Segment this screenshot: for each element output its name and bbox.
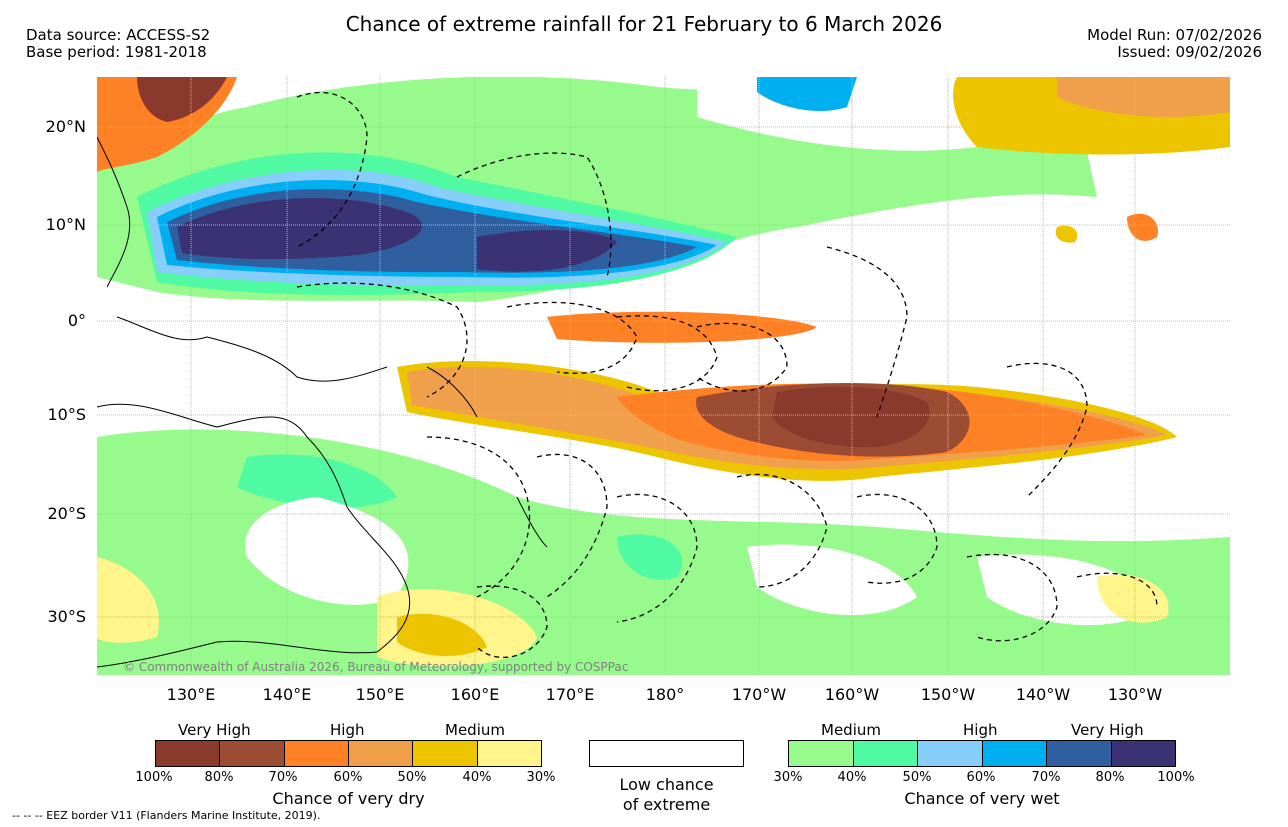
wet-swatch-80-100 bbox=[1111, 741, 1175, 766]
wet-tick: 100% bbox=[1157, 770, 1195, 785]
dry-tick: 80% bbox=[204, 770, 234, 785]
wet-tick: 30% bbox=[773, 770, 803, 785]
lat-label-30s: 30°S bbox=[47, 607, 86, 626]
lon-label-160w: 160°W bbox=[824, 685, 880, 704]
dry-tick: 30% bbox=[526, 770, 556, 785]
wet-colorbar bbox=[788, 740, 1176, 767]
data-source-info: Data source: ACCESS-S2 Base period: 1981… bbox=[26, 27, 210, 61]
wet-category-very-high: Very High bbox=[1071, 721, 1144, 739]
wet-swatch-60-70 bbox=[982, 741, 1047, 766]
model-run-info: Model Run: 07/02/2026 Issued: 09/02/2026 bbox=[1087, 27, 1262, 61]
wet-tick: 70% bbox=[1031, 770, 1061, 785]
lon-label-170w: 170°W bbox=[731, 685, 787, 704]
lat-label-10s: 10°S bbox=[47, 405, 86, 424]
dry-tick: 70% bbox=[268, 770, 298, 785]
rainfall-map bbox=[97, 77, 1230, 675]
dry-swatch-30-40 bbox=[477, 741, 541, 766]
rainfall-map-graphic bbox=[97, 77, 1230, 675]
lat-label-0: 0° bbox=[67, 311, 86, 330]
model-run-label: Model Run: 07/02/2026 bbox=[1087, 26, 1262, 44]
lon-label-130e: 130°E bbox=[166, 685, 216, 704]
lat-label-20s: 20°S bbox=[47, 504, 86, 523]
dry-tick: 40% bbox=[462, 770, 492, 785]
wet-swatch-70-80 bbox=[1047, 741, 1112, 766]
wet-category-medium: Medium bbox=[821, 721, 881, 739]
lon-label-150w: 150°W bbox=[920, 685, 976, 704]
dry-category-high: High bbox=[330, 721, 365, 739]
wet-tick: 60% bbox=[966, 770, 996, 785]
wet-swatch-30-40 bbox=[789, 741, 854, 766]
low-chance-swatch bbox=[589, 740, 744, 767]
low-chance-line1: Low chance bbox=[619, 775, 714, 794]
eez-note: -- -- -- EEZ border V11 (Flanders Marine… bbox=[12, 809, 321, 822]
issued-label: Issued: 09/02/2026 bbox=[1117, 43, 1262, 61]
wet-tick: 50% bbox=[902, 770, 932, 785]
low-chance-label: Low chance of extreme bbox=[589, 775, 744, 815]
wet-regions bbox=[97, 77, 1230, 675]
copyright-notice: © Commonwealth of Australia 2026, Bureau… bbox=[123, 660, 629, 674]
lat-label-20n: 20°N bbox=[45, 117, 86, 136]
wet-tick: 40% bbox=[837, 770, 867, 785]
wet-legend-title: Chance of very wet bbox=[904, 789, 1060, 808]
lat-label-10n: 10°N bbox=[45, 215, 86, 234]
lon-label-130w: 130°W bbox=[1107, 685, 1163, 704]
dry-swatch-40-50 bbox=[413, 741, 478, 766]
map-title: Chance of extreme rainfall for 21 Februa… bbox=[345, 12, 943, 36]
dry-swatch-70-80 bbox=[220, 741, 285, 766]
dry-tick: 60% bbox=[333, 770, 363, 785]
graticule bbox=[97, 77, 1230, 675]
wet-swatch-50-60 bbox=[918, 741, 983, 766]
wet-tick: 80% bbox=[1095, 770, 1125, 785]
lon-label-150e: 150°E bbox=[355, 685, 405, 704]
lon-label-170e: 170°E bbox=[545, 685, 595, 704]
dry-regions bbox=[97, 77, 1230, 667]
coastlines bbox=[97, 136, 548, 668]
dry-category-medium: Medium bbox=[445, 721, 505, 739]
eez-borders bbox=[296, 91, 1158, 659]
low-chance-line2: of extreme bbox=[622, 795, 711, 814]
base-period-label: Base period: 1981-2018 bbox=[26, 43, 207, 61]
dry-category-very-high: Very High bbox=[178, 721, 251, 739]
dry-tick: 50% bbox=[397, 770, 427, 785]
dry-legend-title: Chance of very dry bbox=[272, 789, 425, 808]
lon-label-180: 180° bbox=[645, 685, 685, 704]
dry-swatch-60-70 bbox=[284, 741, 349, 766]
lon-label-140e: 140°E bbox=[262, 685, 312, 704]
dry-swatch-50-60 bbox=[348, 741, 414, 766]
wet-category-high: High bbox=[963, 721, 998, 739]
lon-label-140w: 140°W bbox=[1015, 685, 1071, 704]
wet-swatch-40-50 bbox=[853, 741, 918, 766]
dry-swatch-80-100 bbox=[156, 741, 221, 766]
dry-tick: 100% bbox=[135, 770, 173, 785]
dry-colorbar bbox=[155, 740, 542, 767]
lon-label-160e: 160°E bbox=[450, 685, 500, 704]
data-source-label: Data source: ACCESS-S2 bbox=[26, 26, 211, 44]
